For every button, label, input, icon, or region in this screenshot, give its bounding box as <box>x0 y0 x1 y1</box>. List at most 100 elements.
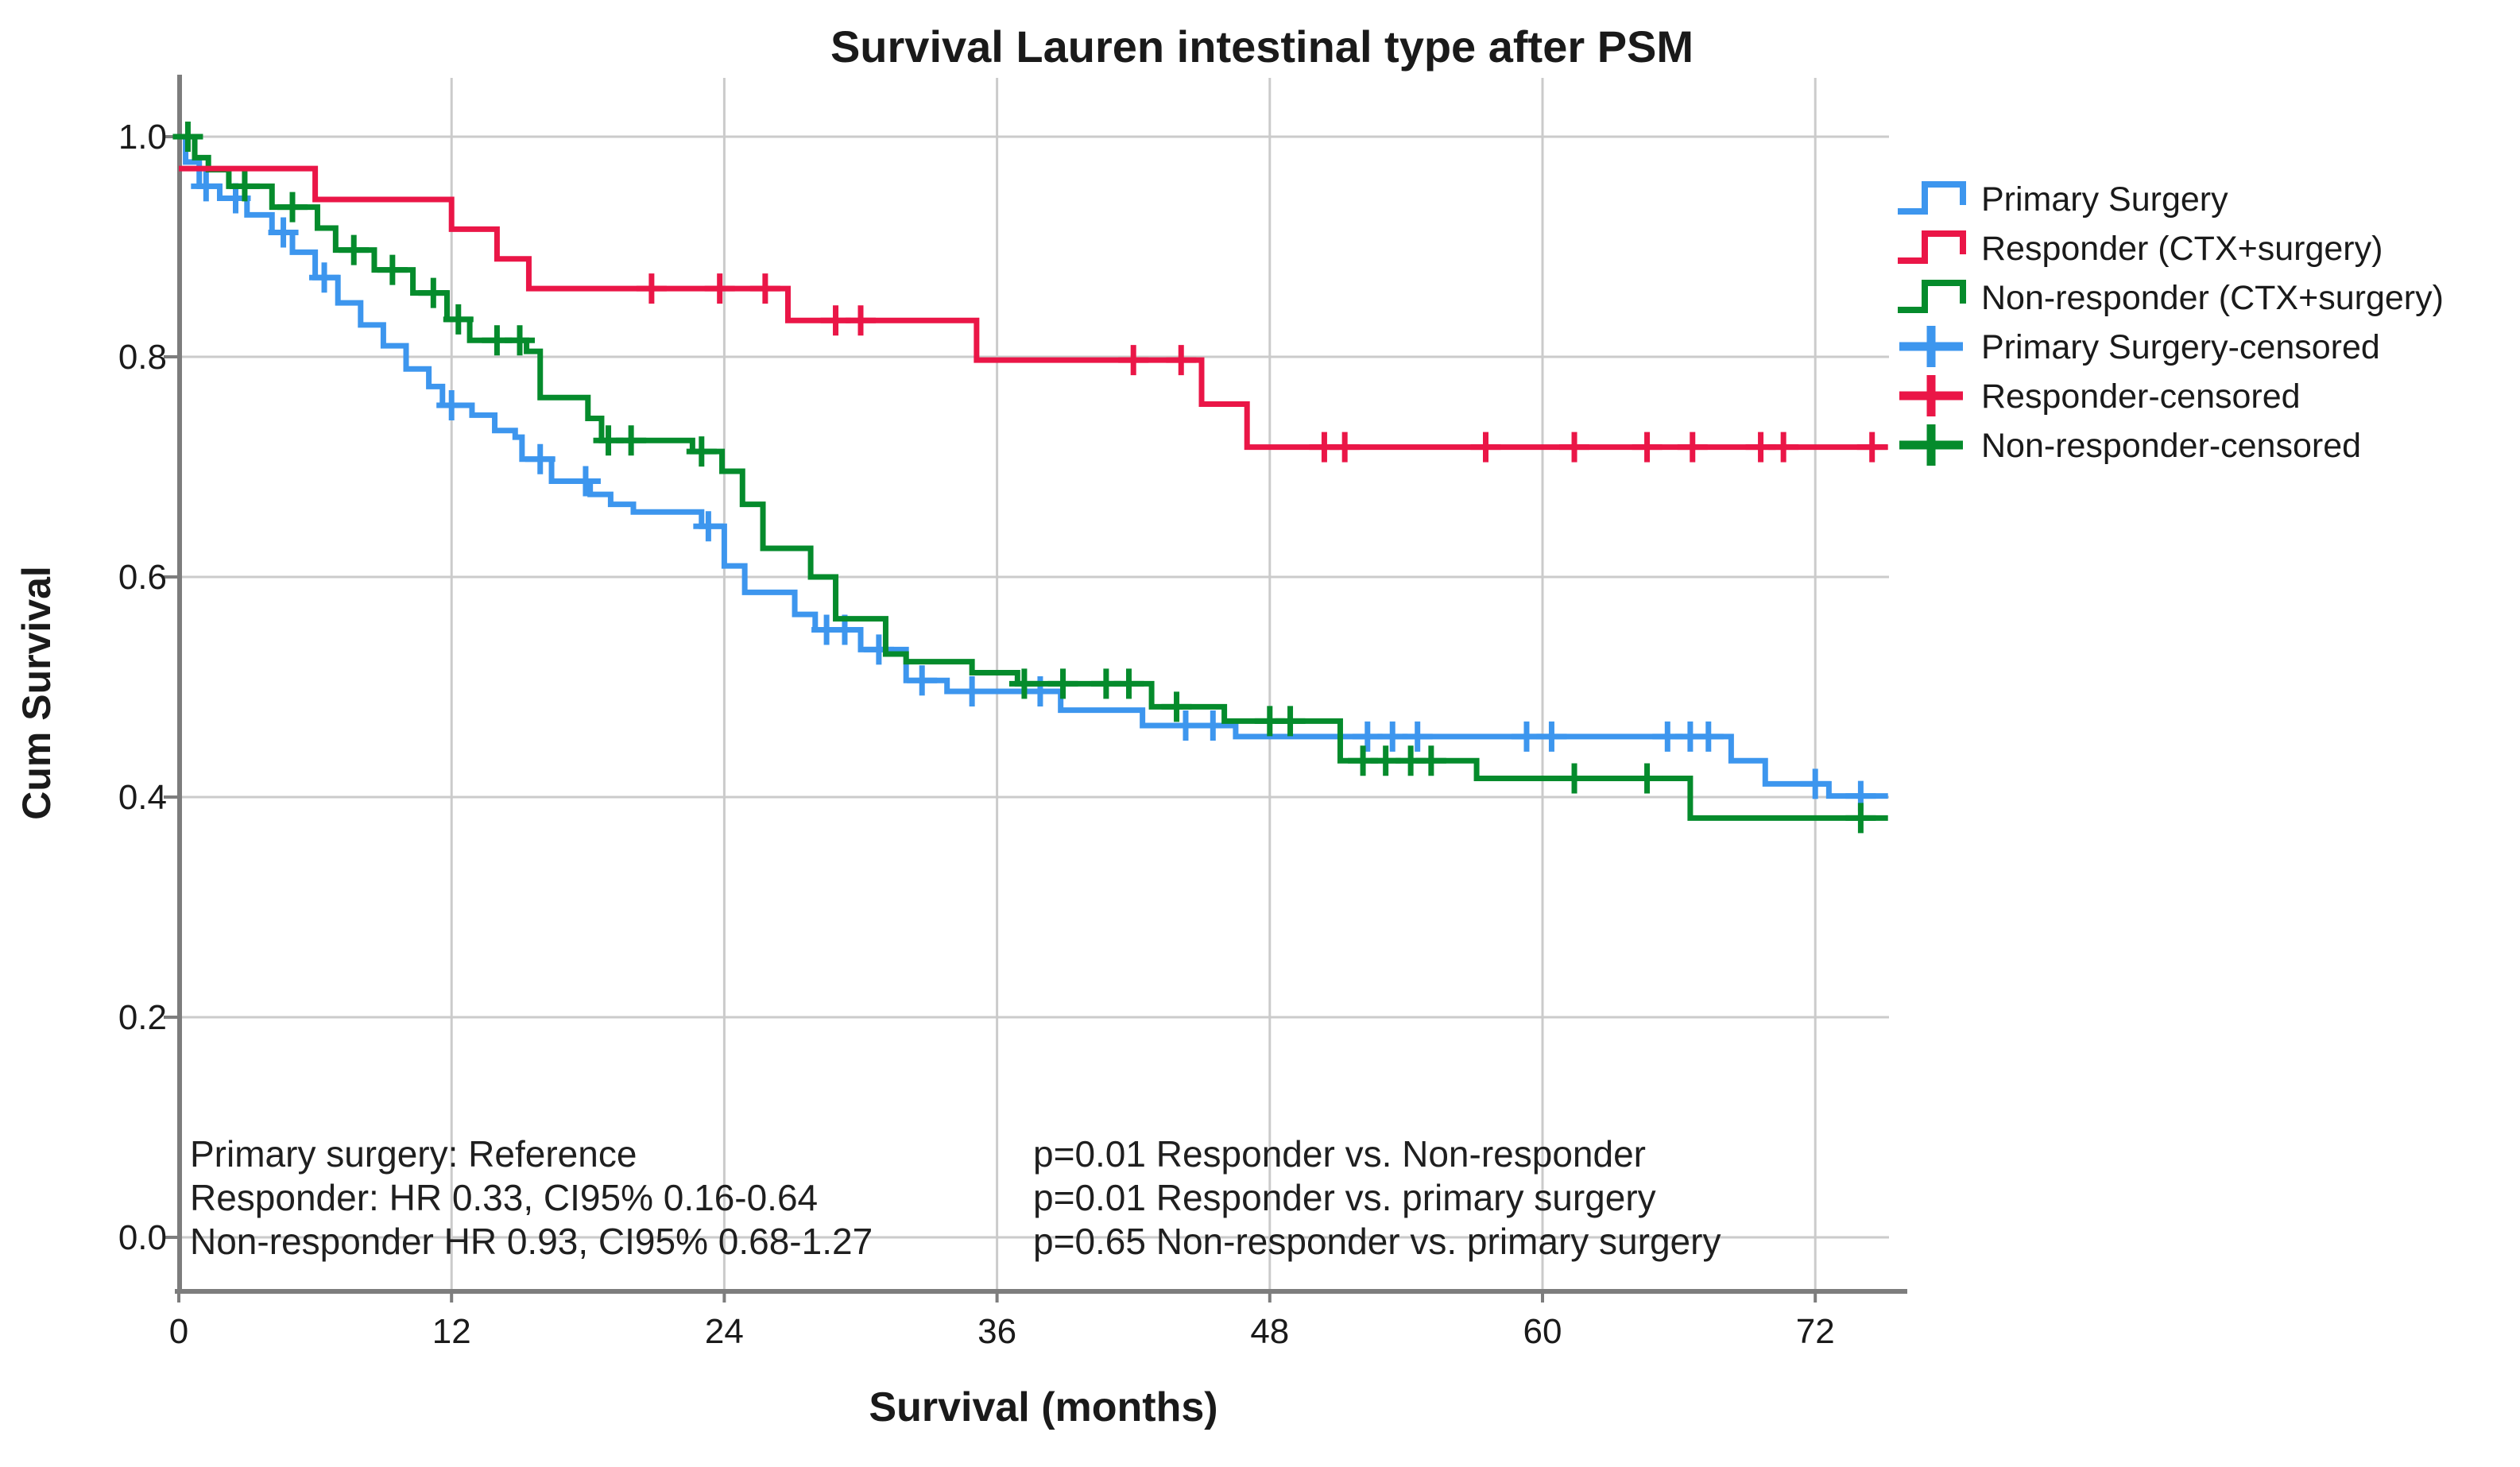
axes <box>164 75 1907 1302</box>
censor-mark-Primary Surgery <box>957 676 988 707</box>
censor-mark-Primary Surgery <box>1693 721 1724 752</box>
censor-mark-Non-responder (CTX+surgery) <box>443 304 474 335</box>
y-tick-label-0.0: 0.0 <box>118 1218 167 1257</box>
censor-mark-Responder (CTX+surgery) <box>1856 432 1887 463</box>
censor-mark-Primary Surgery <box>309 262 340 293</box>
annotation-p-resp-vs-nonresp: p=0.01 Responder vs. Non-responder <box>1033 1133 1646 1175</box>
annotation-p-nonresp-vs-surgery: p=0.65 Non-responder vs. primary surgery <box>1033 1221 1721 1262</box>
hr-annotation-block: Primary surgery: Reference Responder: HR… <box>190 1133 873 1262</box>
legend-item-Primary Surgery: Primary Surgery <box>1898 180 2228 219</box>
censor-mark-Responder (CTX+surgery) <box>749 273 780 304</box>
censor-mark-Responder (CTX+surgery) <box>636 273 667 304</box>
y-tick-label-0.2: 0.2 <box>118 998 167 1037</box>
censor-mark-Primary Surgery <box>1170 710 1201 741</box>
legend-step-glyph <box>1898 230 1966 264</box>
annotation-reference-line: Primary surgery: Reference <box>190 1133 637 1175</box>
pvalue-annotation-block: p=0.01 Responder vs. Non-responder p=0.0… <box>1033 1133 1721 1262</box>
survival-curves <box>172 122 1888 834</box>
censor-mark-Primary Surgery <box>570 466 601 497</box>
censor-mark-Responder (CTX+surgery) <box>1118 345 1149 376</box>
censor-mark-Primary Surgery <box>1402 721 1433 752</box>
censor-mark-Responder (CTX+surgery) <box>704 273 735 304</box>
chart-title: Survival Lauren intestinal type after PS… <box>830 21 1694 72</box>
censor-mark-Responder (CTX+surgery) <box>1632 432 1663 463</box>
y-tick-label-0.8: 0.8 <box>118 338 167 377</box>
annotation-nonresponder-hr: Non-responder HR 0.93, CI95% 0.68-1.27 <box>190 1221 873 1262</box>
legend: Primary Surgery Responder (CTX+surgery) No… <box>1898 180 2444 466</box>
legend-label: Primary Surgery-censored <box>1981 328 2380 366</box>
censor-mark-Primary Surgery <box>1536 721 1567 752</box>
legend-plus-glyph <box>1899 326 1963 367</box>
x-tick-label-60: 60 <box>1523 1312 1562 1351</box>
censor-mark-Non-responder (CTX+surgery) <box>277 192 308 223</box>
censor-mark-Non-responder (CTX+surgery) <box>1113 668 1144 699</box>
x-tick-label-24: 24 <box>705 1312 744 1351</box>
curve-Primary Surgery <box>179 134 1888 799</box>
censor-mark-Primary Surgery <box>863 634 894 665</box>
censor-mark-Responder (CTX+surgery) <box>1470 432 1501 463</box>
x-tick-label-48: 48 <box>1250 1312 1289 1351</box>
censor-mark-Primary Surgery <box>268 217 299 248</box>
legend-plus-glyph <box>1899 424 1963 466</box>
censor-mark-Non-responder (CTX+surgery) <box>505 325 535 356</box>
legend-item-Primary Surgery-censored: Primary Surgery-censored <box>1899 326 2380 367</box>
y-axis-title: Cum Survival <box>14 566 59 820</box>
censor-mark-Primary Surgery <box>1198 710 1229 741</box>
legend-label: Primary Surgery <box>1981 180 2228 219</box>
x-tick-label-72: 72 <box>1796 1312 1835 1351</box>
legend-label: Responder-censored <box>1981 377 2301 416</box>
annotation-responder-hr: Responder: HR 0.33, CI95% 0.16-0.64 <box>190 1177 818 1218</box>
censor-mark-Non-responder (CTX+surgery) <box>418 277 449 308</box>
legend-label: Responder (CTX+surgery) <box>1981 230 2383 268</box>
censor-mark-Primary Surgery <box>1024 676 1055 707</box>
legend-step-glyph <box>1898 181 1966 215</box>
censor-mark-Responder (CTX+surgery) <box>1330 432 1361 463</box>
censor-mark-Non-responder (CTX+surgery) <box>616 425 647 456</box>
y-tick-label-0.6: 0.6 <box>118 558 167 597</box>
censor-mark-Non-responder (CTX+surgery) <box>1632 763 1663 794</box>
curve-Non-responder (CTX+surgery) <box>179 134 1888 821</box>
x-tick-label-12: 12 <box>432 1312 471 1351</box>
legend-item-Non-responder (CTX+surgery): Non-responder (CTX+surgery) <box>1898 279 2444 317</box>
gridlines <box>180 78 1889 1291</box>
legend-plus-glyph <box>1899 375 1963 416</box>
censor-mark-Non-responder (CTX+surgery) <box>1008 668 1039 699</box>
legend-item-Non-responder-censored: Non-responder-censored <box>1899 424 2361 466</box>
censor-mark-Non-responder (CTX+surgery) <box>1161 691 1192 722</box>
censor-mark-Primary Surgery <box>436 389 467 420</box>
y-tick-label-1.0: 1.0 <box>118 118 167 157</box>
legend-step-glyph <box>1898 280 1966 313</box>
censor-mark-Primary Surgery <box>693 511 724 542</box>
legend-label: Non-responder-censored <box>1981 427 2361 465</box>
censor-mark-Primary Surgery <box>1800 768 1831 799</box>
legend-item-Responder-censored: Responder-censored <box>1899 375 2301 416</box>
axis-tick-labels: 0 12 24 36 48 60 72 0.0 0.2 0.4 0.6 0.8 1.0 <box>118 118 1835 1351</box>
censor-mark-Non-responder (CTX+surgery) <box>1275 706 1306 737</box>
censor-mark-Non-responder (CTX+surgery) <box>686 436 717 467</box>
censor-mark-Non-responder (CTX+surgery) <box>172 122 203 152</box>
censor-mark-Non-responder (CTX+surgery) <box>339 234 370 265</box>
censor-mark-Responder (CTX+surgery) <box>1768 432 1799 463</box>
annotation-p-resp-vs-surgery: p=0.01 Responder vs. primary surgery <box>1033 1177 1656 1218</box>
censor-mark-Responder (CTX+surgery) <box>1677 432 1708 463</box>
y-tick-label-0.4: 0.4 <box>118 778 167 817</box>
x-tick-label-36: 36 <box>977 1312 1016 1351</box>
x-axis-title: Survival (months) <box>869 1384 1217 1430</box>
censor-mark-Non-responder (CTX+surgery) <box>377 254 408 285</box>
censor-mark-Primary Surgery <box>525 443 555 474</box>
censor-mark-Responder (CTX+surgery) <box>1559 432 1590 463</box>
censor-mark-Responder (CTX+surgery) <box>1166 345 1197 376</box>
legend-item-Responder (CTX+surgery): Responder (CTX+surgery) <box>1898 230 2383 268</box>
legend-label: Non-responder (CTX+surgery) <box>1981 279 2444 317</box>
censor-mark-Non-responder (CTX+surgery) <box>1845 803 1876 834</box>
censor-mark-Responder (CTX+surgery) <box>846 305 876 336</box>
censor-mark-Non-responder (CTX+surgery) <box>1415 745 1446 776</box>
x-tick-label-0: 0 <box>169 1312 188 1351</box>
censor-mark-Non-responder (CTX+surgery) <box>229 171 260 202</box>
censor-mark-Non-responder (CTX+surgery) <box>1559 763 1590 794</box>
censor-mark-Non-responder (CTX+surgery) <box>1047 668 1078 699</box>
censor-mark-Primary Surgery <box>191 171 222 202</box>
censor-mark-Primary Surgery <box>907 665 938 696</box>
